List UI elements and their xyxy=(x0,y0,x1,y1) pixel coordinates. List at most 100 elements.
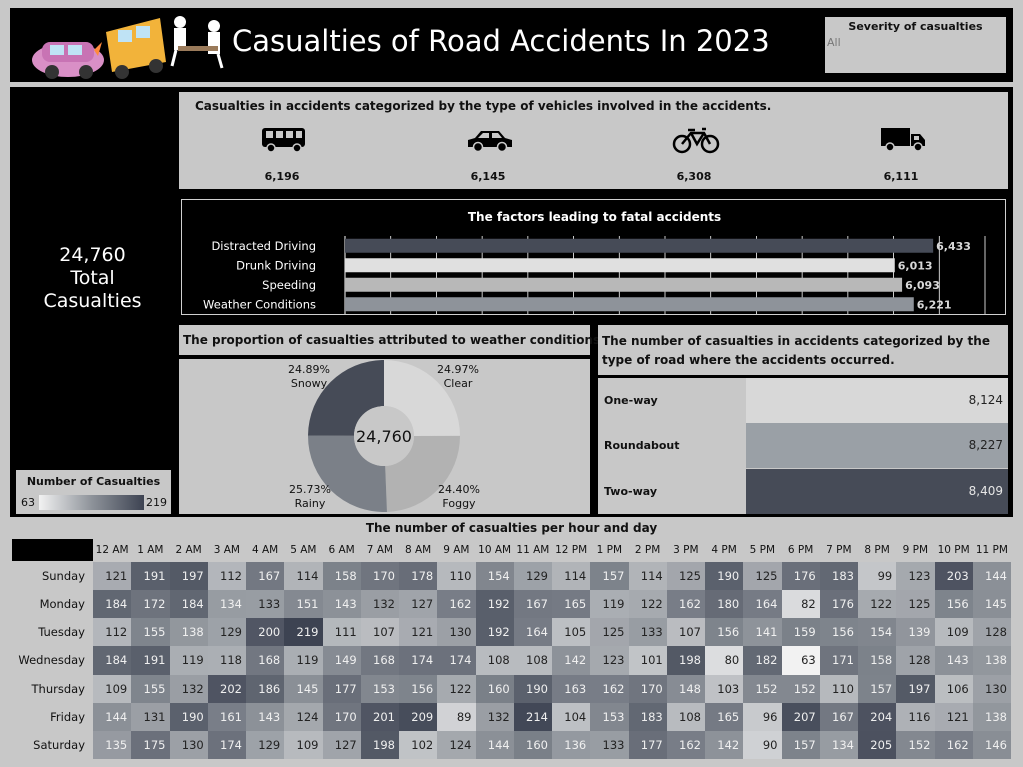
heatmap-cell: 114 xyxy=(628,562,667,591)
heatmap-cell: 159 xyxy=(781,618,820,647)
heatmap-cell: 119 xyxy=(590,590,629,619)
heatmap-cell: 219 xyxy=(284,618,323,647)
heatmap-cell: 128 xyxy=(896,646,935,675)
heatmap-cell: 112 xyxy=(207,562,246,591)
road-type-label: Two-way xyxy=(604,484,657,498)
heatmap-cell: 133 xyxy=(590,730,629,760)
heatmap-hour-label: 3 PM xyxy=(666,539,705,561)
road-row-roundabout: Roundabout 8,227 xyxy=(598,423,1008,469)
heatmap-cell: 200 xyxy=(246,618,285,647)
heatmap-cell: 122 xyxy=(437,674,476,703)
heatmap-cell: 198 xyxy=(360,730,399,760)
heatmap-cell: 168 xyxy=(360,646,399,675)
heatmap-cell: 128 xyxy=(972,618,1011,647)
heatmap-cell: 125 xyxy=(590,618,629,647)
heatmap-cell: 161 xyxy=(207,702,246,731)
fatal-factors-chart: The factors leading to fatal accidents D… xyxy=(181,199,1006,315)
heatmap-cell: 138 xyxy=(972,702,1011,731)
severity-filter[interactable]: Severity of casualties All xyxy=(825,17,1006,73)
heatmap-cell: 132 xyxy=(475,702,514,731)
weather-title: The proportion of casualties attributed … xyxy=(183,333,605,347)
bicycle-casualties-value: 6,308 xyxy=(676,170,712,183)
heatmap-cell: 135 xyxy=(93,730,132,760)
road-type-label: Roundabout xyxy=(604,439,680,453)
heatmap-cell: 165 xyxy=(552,590,591,619)
road-value-label: 8,409 xyxy=(968,483,1003,498)
heatmap-cell: 131 xyxy=(131,702,170,731)
heatmap-cell: 170 xyxy=(628,674,667,703)
total-casualties-label-line1: Total xyxy=(70,267,115,289)
heatmap-cell: 138 xyxy=(972,646,1011,675)
heatmap-cell: 160 xyxy=(475,674,514,703)
factor-label: Speeding xyxy=(262,278,316,292)
accident-illustration xyxy=(32,16,224,79)
heatmap-cell: 192 xyxy=(475,590,514,619)
factor-bar xyxy=(345,258,895,273)
heatmap-cell: 138 xyxy=(169,618,208,647)
heatmap-hour-label: 12 AM xyxy=(93,539,132,561)
heatmap-cell: 143 xyxy=(246,702,285,731)
heatmap-cell: 184 xyxy=(93,646,132,675)
heatmap-cell: 80 xyxy=(705,646,744,675)
heatmap-day-label: Thursday xyxy=(31,681,85,696)
heatmap-cell: 132 xyxy=(360,590,399,619)
heatmap-cell: 108 xyxy=(666,702,705,731)
heatmap-cell: 162 xyxy=(934,730,973,760)
heatmap-cell: 186 xyxy=(246,674,285,703)
heatmap-hour-headers: 12 AM 1 AM 2 AM 3 AM 4 AM 5 AM 6 AM 7 AM 8 AM 9 A… xyxy=(93,539,1011,561)
heatmap-cell: 160 xyxy=(513,730,552,760)
road-row-two-way: Two-way 8,409 xyxy=(598,468,1008,514)
road-chart: One-way 8,124 Roundabout 8,227 Two-way 8,409 xyxy=(598,378,1008,514)
fatal-factors-svg: Distracted Driving 6,433 Drunk Driving 6,01… xyxy=(203,236,986,314)
heatmap-cell: 142 xyxy=(552,646,591,675)
weather-pct-label: 24.97% xyxy=(437,363,479,376)
factor-value-label: 6,221 xyxy=(917,298,952,311)
heatmap-hour-label: 12 PM xyxy=(552,539,591,561)
weather-center-total: 24,760 xyxy=(356,427,412,446)
vehicles-title: Casualties in accidents categorized by t… xyxy=(195,99,772,113)
heatmap-cell: 156 xyxy=(819,618,858,647)
heatmap-cell: 156 xyxy=(399,674,438,703)
factor-bar xyxy=(345,297,914,312)
heatmap-cell: 198 xyxy=(666,646,705,675)
heatmap-day-label: Sunday xyxy=(41,569,85,583)
heatmap-cell: 122 xyxy=(628,590,667,619)
legend-gradient xyxy=(39,495,144,510)
heatmap-cell: 165 xyxy=(705,702,744,731)
heatmap-cell: 107 xyxy=(360,618,399,647)
severity-filter-value[interactable]: All xyxy=(827,36,841,49)
factor-label: Drunk Driving xyxy=(236,258,316,272)
weather-category-label: Clear xyxy=(444,377,473,390)
road-header: The number of casualties in accidents ca… xyxy=(598,325,1008,375)
car-icon xyxy=(468,131,512,153)
heatmap-hour-label: 10 PM xyxy=(934,539,973,561)
heatmap-cell: 202 xyxy=(207,674,246,703)
heatmap-cell: 177 xyxy=(322,674,361,703)
heatmap-cell: 164 xyxy=(743,590,782,619)
weather-donut-svg: 24.97%Clear 24.40%Foggy 25.73%Rainy 24.89%S… xyxy=(288,360,480,512)
heatmap-corner xyxy=(12,539,93,561)
severity-filter-label: Severity of casualties xyxy=(848,20,983,33)
weather-slice-snowy xyxy=(308,360,384,436)
heatmap-hour-label: 6 PM xyxy=(781,539,820,561)
heatmap-cell: 99 xyxy=(858,562,897,591)
heatmap-cell: 119 xyxy=(169,646,208,675)
factor-bar xyxy=(345,238,934,253)
heatmap-cell: 136 xyxy=(552,730,591,760)
heatmap-cell: 132 xyxy=(169,674,208,703)
heatmap-cell: 191 xyxy=(131,562,170,591)
heatmap-cell: 148 xyxy=(666,674,705,703)
heatmap-cell: 201 xyxy=(360,702,399,731)
heatmap-cell: 134 xyxy=(819,730,858,760)
heatmap-cell: 203 xyxy=(934,562,973,591)
heatmap-cell: 170 xyxy=(360,562,399,591)
heatmap-cell: 130 xyxy=(437,618,476,647)
heatmap-cell: 151 xyxy=(284,590,323,619)
heatmap-cell: 144 xyxy=(93,702,132,731)
bus-casualties-value: 6,196 xyxy=(264,170,300,183)
heatmap-cell: 110 xyxy=(819,674,858,703)
heatmap-cell: 112 xyxy=(93,618,132,647)
weather-category-label: Rainy xyxy=(295,497,326,510)
heatmap-hour-label: 10 AM xyxy=(475,539,514,561)
weather-header: The proportion of casualties attributed … xyxy=(179,325,605,355)
